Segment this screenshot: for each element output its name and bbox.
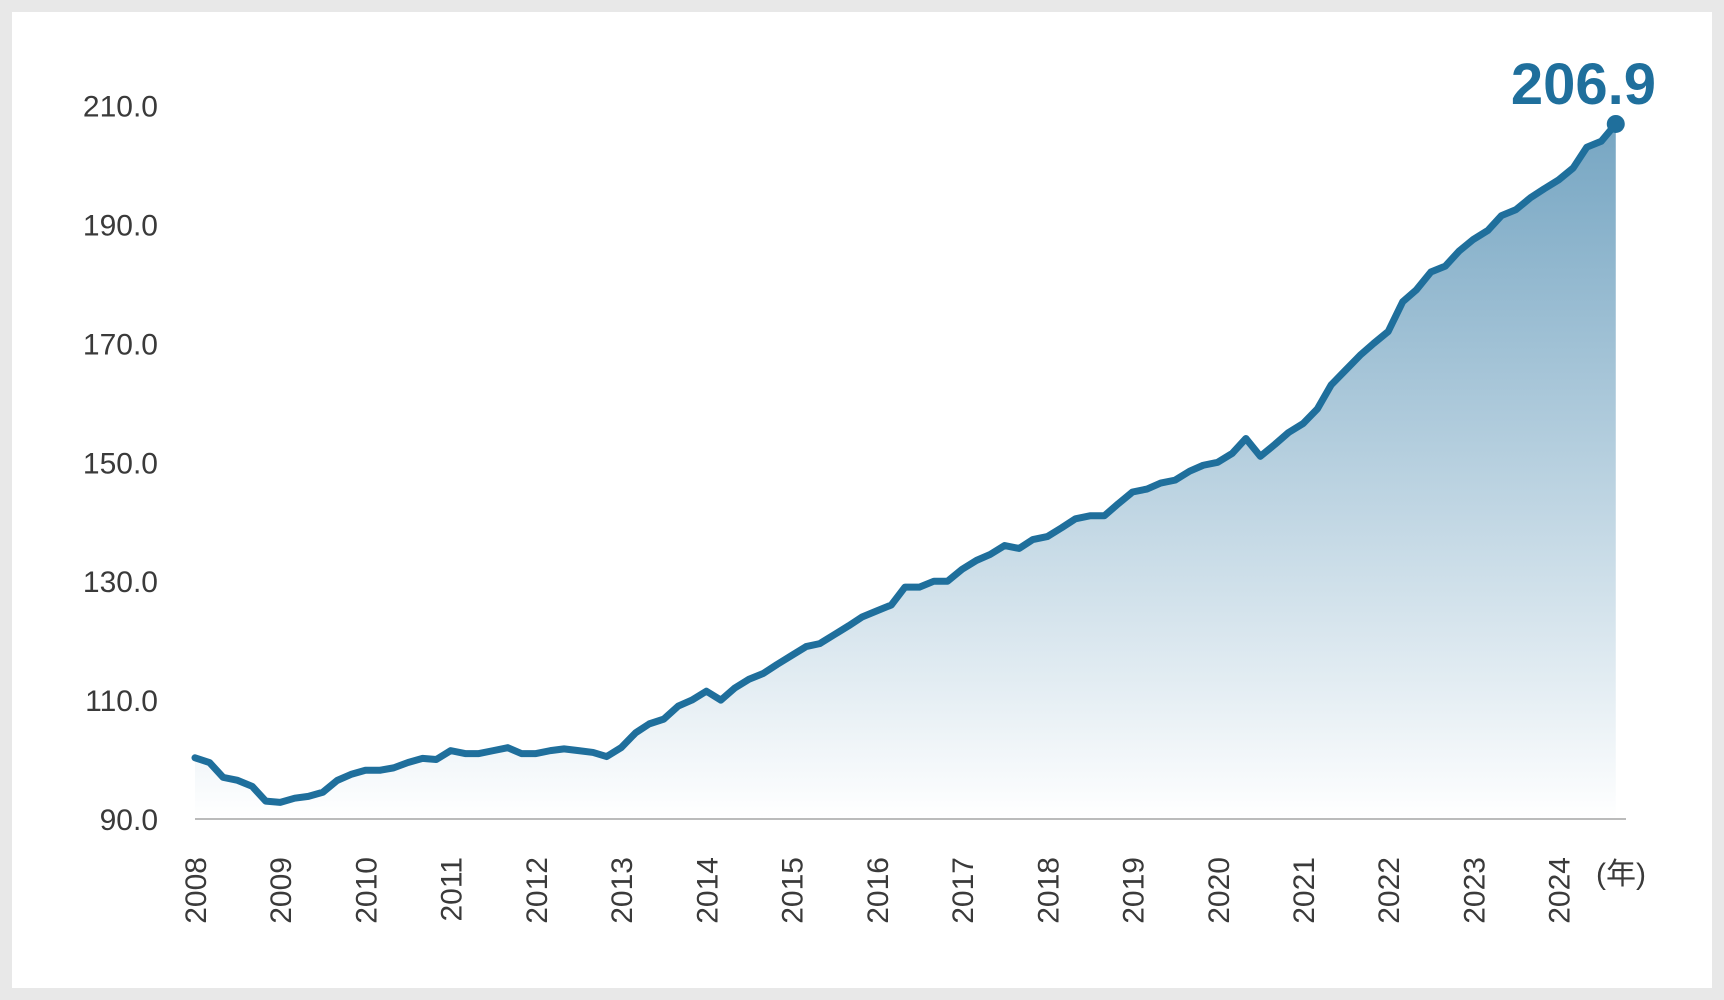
x-tick-label: 2013 [606, 857, 639, 924]
x-tick-label: 2011 [436, 857, 469, 922]
x-tick-label: 2012 [521, 857, 554, 924]
x-tick-label: 2015 [777, 857, 810, 924]
end-point [1606, 114, 1625, 133]
y-tick-label: 170.0 [83, 328, 158, 361]
x-tick-label: 2022 [1373, 857, 1406, 924]
x-tick-label: 2020 [1203, 857, 1236, 924]
x-tick-label: 2023 [1458, 857, 1491, 924]
last-value-label: 206.9 [1511, 52, 1656, 117]
x-tick-label: 2009 [265, 857, 298, 924]
x-tick-label: 2008 [180, 857, 213, 924]
area [195, 123, 1616, 819]
x-tick-label: 2024 [1544, 857, 1577, 924]
x-tick-label: 2018 [1032, 857, 1065, 924]
x-tick-label: 2016 [862, 857, 895, 924]
y-tick-label: 130.0 [83, 566, 158, 599]
x-tick-label: 2014 [691, 857, 724, 924]
y-tick-label: 150.0 [83, 447, 158, 480]
x-unit-label: (年) [1596, 858, 1646, 891]
x-tick-label: 2021 [1288, 857, 1321, 924]
x-tick-label: 2019 [1118, 857, 1151, 924]
y-tick-label: 90.0 [100, 804, 158, 837]
y-tick-label: 210.0 [83, 91, 158, 124]
y-tick-label: 110.0 [85, 685, 158, 718]
line [191, 120, 1620, 806]
x-tick-label: 2010 [350, 857, 383, 924]
x-tick-label: 2017 [947, 857, 980, 924]
y-tick-label: 190.0 [83, 209, 158, 242]
